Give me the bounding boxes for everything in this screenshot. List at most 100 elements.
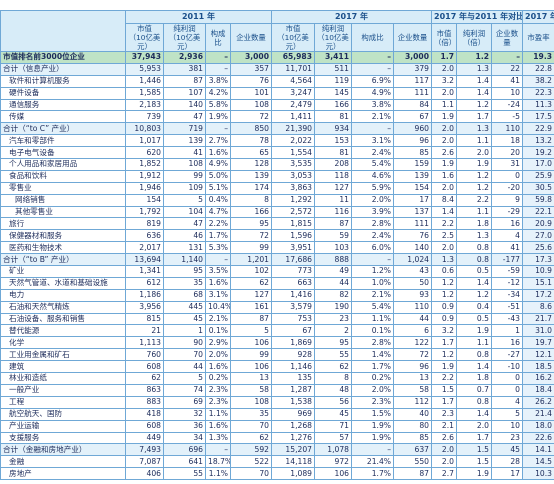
cell-value: 166 [230,205,272,219]
cell-value: -5 [491,110,523,124]
cell-value: 2.4% [351,146,394,160]
cell-value: 116 [314,205,352,219]
row-label: 天然气管道、水道和基础设施 [0,276,126,290]
table-row: 通信服务 2,183 140 5.8% 108 2,479 166 3.8% 84 1.1 1.2-… [0,98,554,112]
cell-value: 3.2 [431,74,457,88]
cell-value: 5 [163,193,206,207]
subheader-cell: 市值 （倍） [431,23,457,52]
cell-value: 1,852 [125,158,164,171]
cell-value: 19.7 [522,336,554,350]
cell-value: 2,183 [125,98,164,112]
cell-value: 70 [163,348,206,362]
cell-value: 19.2 [522,146,554,160]
table-row: 一般产业 863 74 2.3% 58 1,287 48 2.0% 58 1.5 0.7 0 18.4 [0,383,554,397]
cell-value: 3,535 [271,158,315,171]
cell-value: 1.4% [351,348,394,362]
cell-value: 1.7 [431,336,457,350]
row-label: 网络销售 [0,193,126,207]
row-label: 个人用品和家居用品 [0,158,126,171]
cell-value: 1,946 [125,181,164,195]
cell-value: 5.0% [205,169,231,183]
cell-value: 3.2 [431,324,457,338]
cell-value: 1.7 [456,110,492,124]
table-row: 建筑 608 44 1.6% 106 1,146 62 1.7% 96 1.9 1.4 -10 18.5 [0,360,554,374]
cell-value: 47 [163,110,206,124]
subheader-cell: 构成比 [205,23,231,52]
cell-value: 1.2 [431,288,457,302]
row-label: 林业和造纸 [0,372,126,385]
cell-value: 6.0% [351,241,394,255]
subheader-text: （10亿美元） [277,33,309,51]
cell-value: 111 [393,217,432,231]
cell-value: 1.6% [205,146,231,160]
cell-value: 8.6 [522,300,554,314]
cell-value: 1.2 [456,181,492,195]
cell-value: 3,000 [230,51,272,64]
row-label: 食品和饮料 [0,169,126,183]
cell-value: 62 [230,431,272,445]
cell-value: 1.4 [456,86,492,100]
cell-value: – [351,253,394,267]
row-label: 合计（“to B” 产业） [0,253,126,267]
cell-value: 13 [393,372,432,385]
cell-value: 1.3 [431,253,457,267]
cell-value: 2.0 [456,419,492,433]
cell-value: 18.0 [522,419,554,433]
cell-value: 80 [393,419,432,433]
cell-value: 850 [230,122,272,136]
cell-value: 1.8 [456,217,492,231]
table-row: 支援服务 449 34 1.3% 62 1,276 57 1.9% 85 2.6 1.7 23 22.6 [0,431,554,445]
cell-value: 18 [491,134,523,148]
cell-value: 2,479 [271,98,315,112]
subheader-text: 纯利润 [462,28,486,38]
cell-value: 82 [314,288,352,302]
cell-value: 69 [163,395,206,409]
cell-value: 21,390 [271,122,315,136]
cell-value: 65,983 [271,51,315,64]
cell-value: 72 [230,229,272,243]
subheader-cell: 企业数量 [491,23,523,52]
cell-value: 0.4 [456,300,492,314]
cell-value: 154 [125,193,164,207]
cell-value: 23 [491,431,523,445]
cell-value: 2.0 [431,62,457,76]
cell-value: 45 [314,407,352,421]
cell-value: 1,341 [125,265,164,278]
cell-value: 1.3 [456,229,492,243]
cell-value: -10 [491,360,523,374]
cell-value: 1.2 [431,276,457,290]
cell-value: – [205,443,231,457]
cell-value: 38.2 [522,74,554,88]
cell-value: 14.1 [522,443,554,457]
subheader-text: 纯利润 [321,24,345,34]
cell-value: 13,694 [125,253,164,267]
cell-value: 1,146 [271,360,315,374]
row-label: 市值排名前3000位企业 [0,51,126,64]
cell-value: 0.8 [456,241,492,255]
cell-value: 2,936 [163,51,206,64]
cell-value: 7,087 [125,455,164,469]
row-label: 工业用金属和矿石 [0,348,126,362]
cell-value: 1,201 [230,253,272,267]
cell-value: 2.2 [431,372,457,385]
cell-value: 5.8% [205,98,231,112]
cell-value: 2.0 [431,241,457,255]
cell-value: 17.3 [522,253,554,267]
cell-value: 13.2 [522,134,554,148]
cell-value: 0.5 [456,312,492,326]
table-row: 其他零售业 1,792 104 4.7% 166 2,572 116 3.9% 137 1.4 1.… [0,205,554,219]
cell-value: 110 [393,300,432,314]
cell-value: 1,186 [125,288,164,302]
table-row: 传媒 739 47 1.9% 72 1,411 81 2.1% 67 1.9 1.7 -5 17.5 [0,110,554,124]
cell-value: 5.1% [205,181,231,195]
table-row: 食品和饮料 1,912 99 5.0% 139 3,053 118 4.6% 139 1.6 1.2… [0,169,554,183]
cell-value: 1,268 [271,419,315,433]
cell-value: 95 [163,265,206,278]
subheader-cell: 构成比 [351,23,394,52]
table-row: 化学 1,113 90 2.9% 106 1,869 95 2.8% 122 1.7 1.1 16 19… [0,336,554,350]
cell-value: 1.2 [456,98,492,112]
header-cell: 2017 年 [271,10,432,24]
cell-value: -29 [491,205,523,219]
cell-value: 49 [314,265,352,278]
cell-value: 0.4% [205,193,231,207]
